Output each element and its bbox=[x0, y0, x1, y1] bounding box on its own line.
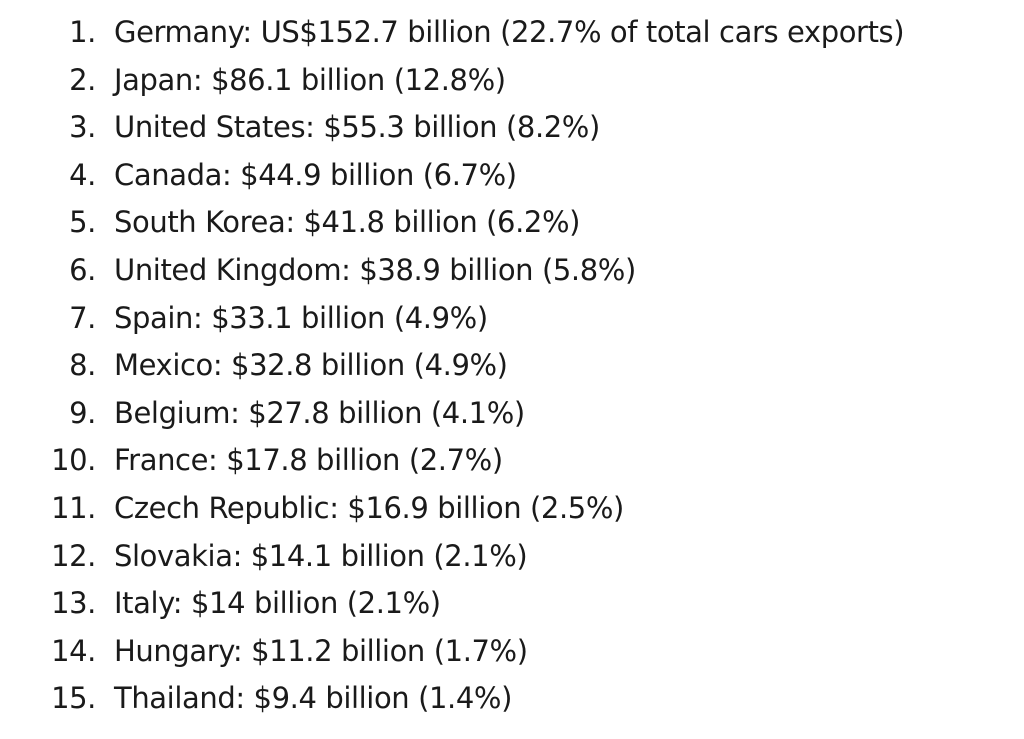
list-item: 15. Thailand: $9.4 billion (1.4%) bbox=[0, 675, 904, 723]
list-item: 4. Canada: $44.9 billion (6.7%) bbox=[0, 152, 904, 200]
list-item-number: 12. bbox=[51, 538, 96, 573]
list-item-number: 6. bbox=[69, 252, 96, 287]
list-item-number: 5. bbox=[69, 205, 96, 240]
list-item-text: Czech Republic: $16.9 billion (2.5%) bbox=[114, 490, 624, 525]
list-item-text: Italy: $14 billion (2.1%) bbox=[114, 586, 441, 621]
list-item: 10. France: $17.8 billion (2.7%) bbox=[0, 437, 904, 485]
list-item-text: Thailand: $9.4 billion (1.4%) bbox=[114, 681, 512, 716]
list-item-text: Hungary: $11.2 billion (1.7%) bbox=[114, 633, 528, 668]
list-item: 6. United Kingdom: $38.9 billion (5.8%) bbox=[0, 247, 904, 295]
list-item-text: South Korea: $41.8 billion (6.2%) bbox=[114, 205, 581, 240]
car-exports-ranking-list: 1. Germany: US$152.7 billion (22.7% of t… bbox=[0, 9, 904, 723]
list-item: 3. United States: $55.3 billion (8.2%) bbox=[0, 104, 904, 152]
list-item: 2. Japan: $86.1 billion (12.8%) bbox=[0, 57, 904, 105]
list-item-number: 11. bbox=[51, 490, 96, 525]
list-item-text: Belgium: $27.8 billion (4.1%) bbox=[114, 395, 525, 430]
list-item: 5. South Korea: $41.8 billion (6.2%) bbox=[0, 199, 904, 247]
list-item-text: Canada: $44.9 billion (6.7%) bbox=[114, 157, 517, 192]
list-item: 12. Slovakia: $14.1 billion (2.1%) bbox=[0, 533, 904, 581]
list-item-text: United Kingdom: $38.9 billion (5.8%) bbox=[114, 252, 636, 287]
list-item-number: 7. bbox=[69, 300, 96, 335]
list-item-number: 15. bbox=[51, 681, 96, 716]
list-item-text: United States: $55.3 billion (8.2%) bbox=[114, 110, 600, 145]
list-item-number: 13. bbox=[51, 586, 96, 621]
list-item-number: 8. bbox=[69, 348, 96, 383]
list-item-number: 10. bbox=[51, 443, 96, 478]
list-item: 9. Belgium: $27.8 billion (4.1%) bbox=[0, 390, 904, 438]
list-item-text: Spain: $33.1 billion (4.9%) bbox=[114, 300, 488, 335]
list-item-number: 4. bbox=[69, 157, 96, 192]
list-item-number: 1. bbox=[69, 15, 96, 49]
list-item-text: Germany: US$152.7 billion (22.7% of tota… bbox=[114, 15, 905, 49]
list-item-number: 14. bbox=[51, 633, 96, 668]
list-item: 8. Mexico: $32.8 billion (4.9%) bbox=[0, 342, 904, 390]
list-item: 11. Czech Republic: $16.9 billion (2.5%) bbox=[0, 485, 904, 533]
list-item: 7. Spain: $33.1 billion (4.9%) bbox=[0, 295, 904, 343]
list-item: 1. Germany: US$152.7 billion (22.7% of t… bbox=[0, 9, 904, 57]
list-item-number: 2. bbox=[69, 62, 96, 97]
list-item-number: 9. bbox=[69, 395, 96, 430]
list-item-text: Mexico: $32.8 billion (4.9%) bbox=[114, 348, 508, 383]
list-item-text: Japan: $86.1 billion (12.8%) bbox=[114, 62, 506, 97]
list-item: 14. Hungary: $11.2 billion (1.7%) bbox=[0, 628, 904, 676]
list-item-text: France: $17.8 billion (2.7%) bbox=[114, 443, 503, 478]
list-item-number: 3. bbox=[69, 110, 96, 145]
list-item-text: Slovakia: $14.1 billion (2.1%) bbox=[114, 538, 528, 573]
list-item: 13. Italy: $14 billion (2.1%) bbox=[0, 580, 904, 628]
